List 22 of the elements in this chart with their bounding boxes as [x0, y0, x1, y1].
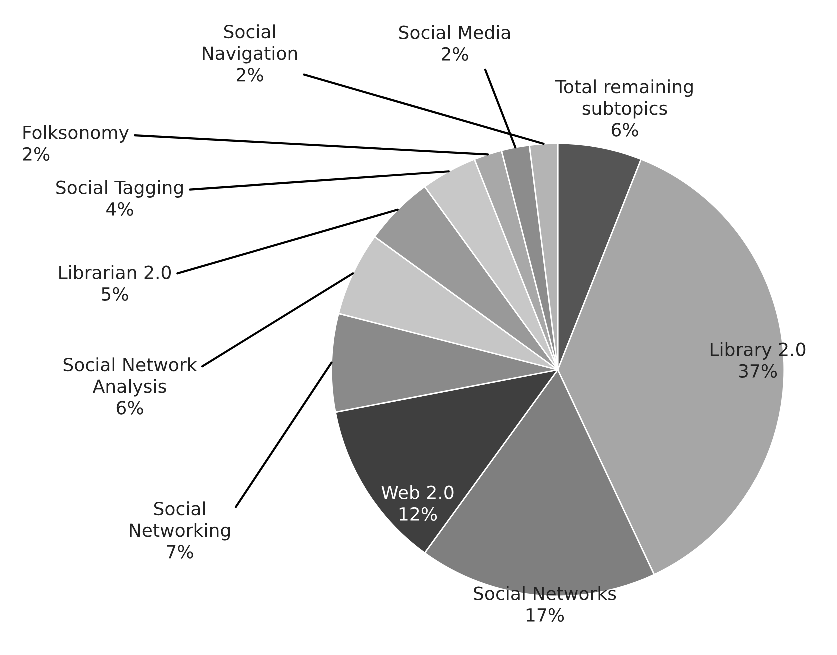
data-label: 17% [526, 608, 564, 622]
slice-label: Social Navigation [203, 24, 298, 64]
slice-label: Social Tagging [56, 180, 183, 198]
slice-label: Social Media [399, 25, 510, 40]
data-label: 2% [237, 68, 264, 82]
data-label: 12% [400, 507, 438, 522]
data-label: 6% [612, 123, 638, 137]
slice-label: Social Networking [130, 502, 230, 541]
slice-label: Librarian 2.0 [60, 265, 172, 280]
slice-label: Social Networks [474, 586, 616, 600]
slice-label: Folksonomy [24, 125, 129, 143]
data-label: 5% [102, 287, 128, 302]
slice-label: Total remaining subtopics [555, 80, 693, 119]
data-label: 37% [739, 364, 778, 378]
slice-label: Library 2.0 [710, 342, 806, 360]
data-label: 6% [116, 401, 144, 415]
slice-label: Social Network Analysis [64, 358, 198, 397]
data-label: 7% [167, 545, 194, 559]
data-label: 2% [23, 147, 50, 162]
data-label: 4% [106, 202, 134, 216]
data-label: 2% [442, 47, 468, 62]
slice-label: Web 2.0 [382, 485, 454, 500]
